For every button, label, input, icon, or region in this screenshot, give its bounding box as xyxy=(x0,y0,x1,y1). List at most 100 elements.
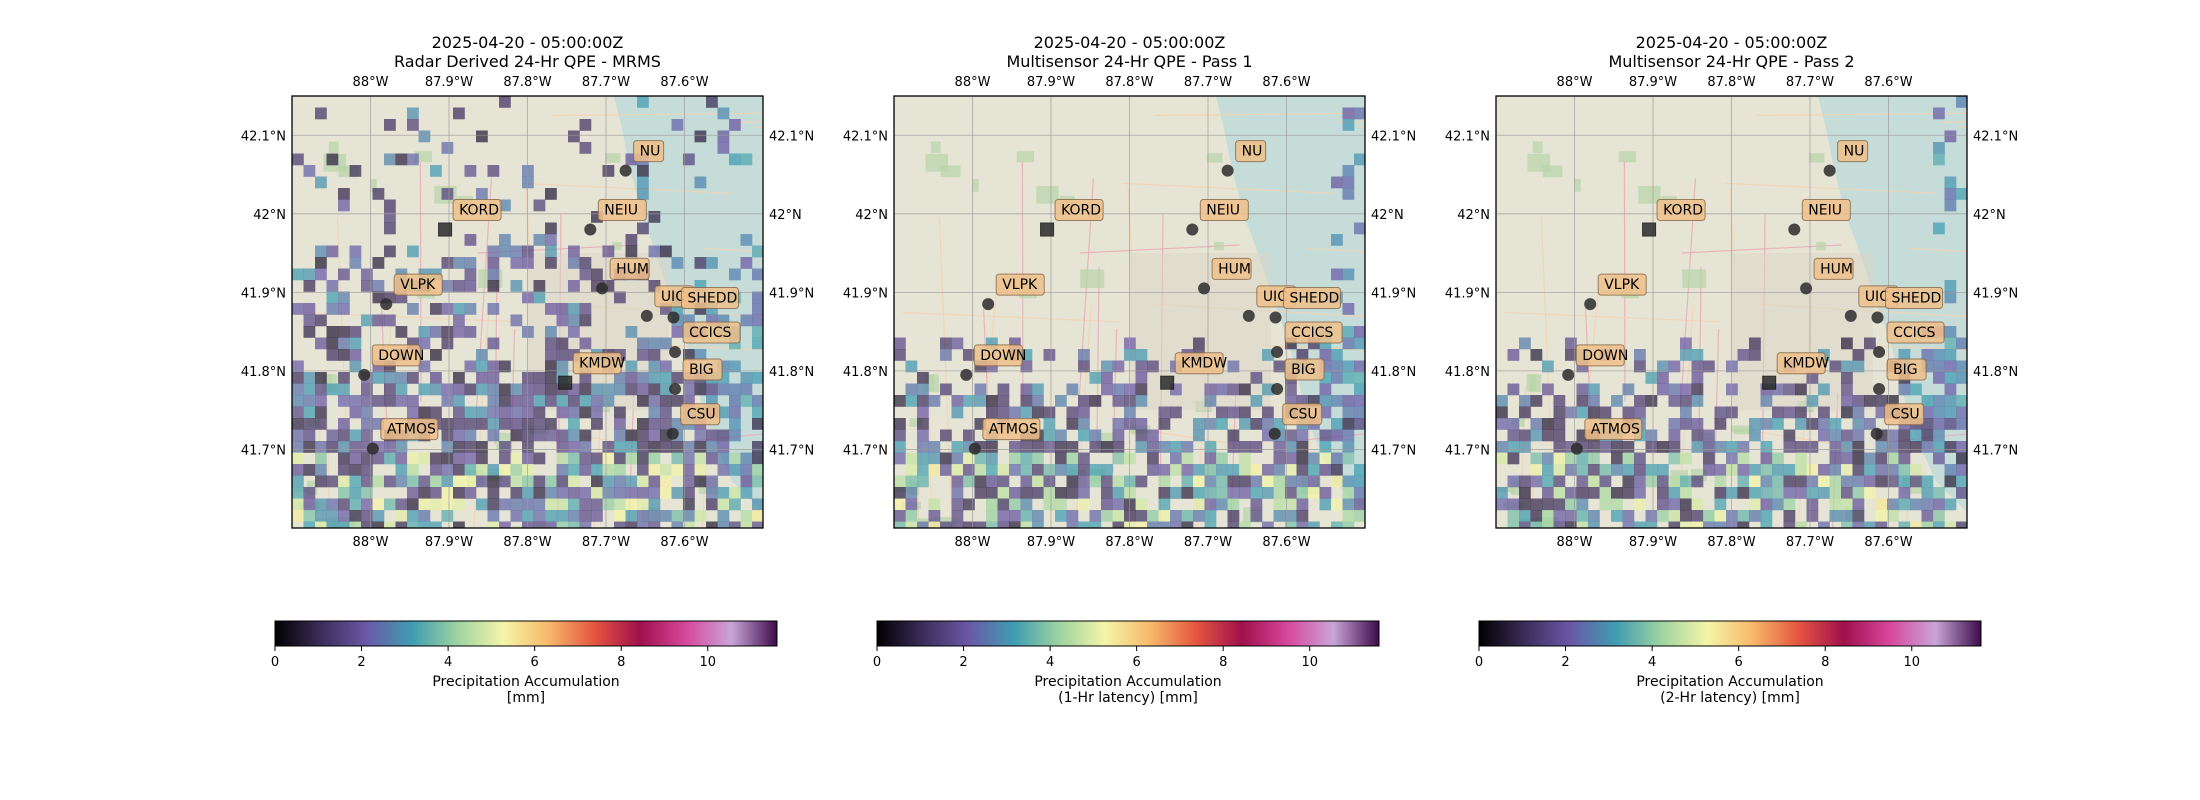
station-marker-hum[interactable] xyxy=(1800,282,1813,295)
precip-pixel xyxy=(1588,475,1600,488)
station-marker-big[interactable] xyxy=(1873,382,1886,395)
precip-pixel xyxy=(1227,441,1240,453)
precip-pixel xyxy=(614,464,626,476)
precip-pixel xyxy=(487,245,500,258)
precip-pixel xyxy=(1783,475,1796,488)
station-label-box xyxy=(1886,358,1927,381)
station-marker-uic[interactable] xyxy=(640,309,653,322)
station-marker-kmdw[interactable] xyxy=(1762,375,1777,390)
precip-pixel xyxy=(1331,418,1343,430)
station-marker-kmdw[interactable] xyxy=(558,375,573,390)
station-marker-vlpk[interactable] xyxy=(982,298,995,311)
station-marker-big[interactable] xyxy=(669,382,682,395)
precip-pixel xyxy=(315,257,327,269)
station-marker-down[interactable] xyxy=(960,368,973,381)
station-marker-kord[interactable] xyxy=(1642,222,1657,237)
station-marker-vlpk[interactable] xyxy=(1584,298,1597,311)
station-marker-shedd[interactable] xyxy=(1871,311,1884,324)
station-marker-csu[interactable] xyxy=(666,427,679,440)
precip-pixel xyxy=(637,510,649,522)
precip-pixel xyxy=(1147,360,1159,373)
station-marker-uic[interactable] xyxy=(1844,309,1857,322)
precip-pixel xyxy=(1135,441,1148,453)
station-marker-big[interactable] xyxy=(1271,382,1284,395)
precip-pixel xyxy=(1227,464,1240,476)
precip-pixel xyxy=(1887,429,1899,442)
park-area xyxy=(909,418,923,427)
station-marker-atmos[interactable] xyxy=(366,442,379,455)
precip-pixel xyxy=(1622,464,1635,476)
precip-pixel xyxy=(1553,429,1566,442)
precip-pixel xyxy=(637,464,649,476)
station-marker-neiu[interactable] xyxy=(584,223,597,236)
station-marker-shedd[interactable] xyxy=(667,311,680,324)
station-marker-down[interactable] xyxy=(358,368,371,381)
colorbar-tick-label: 8 xyxy=(1219,655,1227,670)
precip-pixel xyxy=(660,245,672,258)
precip-pixel xyxy=(1135,498,1148,511)
precip-pixel xyxy=(1273,487,1286,499)
station-marker-atmos[interactable] xyxy=(968,442,981,455)
precip-pixel xyxy=(395,153,408,166)
precip-pixel xyxy=(522,510,534,522)
precip-pixel xyxy=(556,337,569,350)
precip-pixel xyxy=(894,498,906,511)
precip-pixel xyxy=(453,429,465,442)
precip-pixel xyxy=(1933,521,1945,528)
precip-pixel xyxy=(1530,475,1543,488)
station-marker-kord[interactable] xyxy=(1040,222,1055,237)
precip-pixel xyxy=(395,498,408,511)
station-marker-csu[interactable] xyxy=(1268,427,1281,440)
station-marker-nu[interactable] xyxy=(1221,164,1234,177)
precip-pixel xyxy=(303,406,316,419)
precip-pixel xyxy=(671,119,684,131)
precip-pixel xyxy=(372,452,385,465)
station-marker-nu[interactable] xyxy=(619,164,632,177)
road-line xyxy=(552,112,763,116)
precip-pixel xyxy=(963,395,975,407)
precip-pixel xyxy=(1032,475,1044,488)
precip-pixel xyxy=(1875,452,1888,465)
station-marker-shedd[interactable] xyxy=(1269,311,1282,324)
precip-pixel xyxy=(338,188,350,200)
precip-pixel xyxy=(1760,475,1773,488)
station-marker-ccics[interactable] xyxy=(1271,346,1284,359)
precip-pixel xyxy=(717,452,730,465)
park-area xyxy=(612,241,622,251)
station-marker-neiu[interactable] xyxy=(1788,223,1801,236)
precip-pixel xyxy=(660,360,672,373)
station-marker-uic[interactable] xyxy=(1242,309,1255,322)
precip-pixel xyxy=(384,372,396,384)
precip-pixel xyxy=(1227,360,1240,373)
station-marker-kmdw[interactable] xyxy=(1160,375,1175,390)
station-marker-ccics[interactable] xyxy=(1873,346,1886,359)
station-marker-csu[interactable] xyxy=(1870,427,1883,440)
precip-pixel xyxy=(1089,464,1102,476)
station-marker-hum[interactable] xyxy=(596,282,609,295)
station-label-box xyxy=(1597,273,1647,296)
station-marker-vlpk[interactable] xyxy=(380,298,393,311)
station-marker-down[interactable] xyxy=(1562,368,1575,381)
station-label-box xyxy=(1884,403,1925,426)
station-marker-hum[interactable] xyxy=(1198,282,1211,295)
precip-pixel xyxy=(1910,521,1922,528)
precip-pixel xyxy=(1622,452,1635,465)
park-area xyxy=(1618,151,1637,163)
lon-tick-label-top: 88°W xyxy=(955,75,991,90)
station-marker-atmos[interactable] xyxy=(1570,442,1583,455)
station-marker-nu[interactable] xyxy=(1823,164,1836,177)
precip-pixel xyxy=(1944,464,1957,476)
precip-pixel xyxy=(729,360,741,373)
precip-pixel xyxy=(1933,153,1945,166)
precip-pixel xyxy=(441,429,454,442)
precip-pixel xyxy=(1576,498,1589,511)
precip-pixel xyxy=(1645,521,1658,528)
station-marker-kord[interactable] xyxy=(438,222,453,237)
precip-pixel xyxy=(1875,498,1888,511)
precip-pixel xyxy=(1933,452,1945,465)
station-marker-ccics[interactable] xyxy=(669,346,682,359)
precip-pixel xyxy=(1066,383,1079,396)
precip-pixel xyxy=(660,383,672,396)
station-marker-neiu[interactable] xyxy=(1186,223,1199,236)
